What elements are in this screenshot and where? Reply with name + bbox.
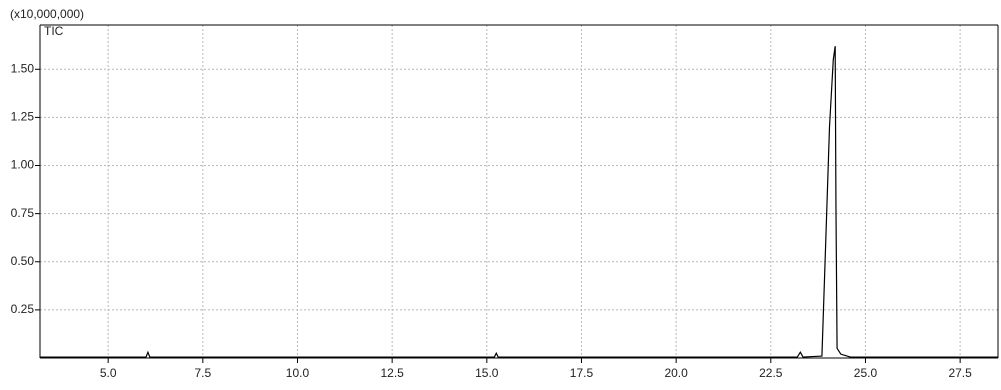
y-tick-label: 0.25 xyxy=(11,302,35,316)
y-unit: (x10,000,000) xyxy=(10,7,84,21)
x-tick-label: 7.5 xyxy=(194,366,211,380)
x-tick-label: 5.0 xyxy=(100,366,117,380)
x-tick-label: 25.0 xyxy=(854,366,878,380)
x-tick-label: 20.0 xyxy=(664,366,688,380)
x-tick-label: 27.5 xyxy=(948,366,972,380)
chart-title: TIC xyxy=(44,24,64,38)
y-tick-label: 1.50 xyxy=(11,61,35,75)
chart: (x10,000,000) TIC 5.0 7.5 10.0 12.5 15.0 17.5… xyxy=(0,0,1001,390)
x-tick-label: 17.5 xyxy=(570,366,594,380)
y-tick-label: 1.00 xyxy=(11,158,35,172)
x-tick-label: 12.5 xyxy=(380,366,404,380)
y-tick-label: 0.75 xyxy=(11,206,35,220)
y-tick-label: 0.50 xyxy=(11,254,35,268)
x-tick-label: 22.5 xyxy=(759,366,783,380)
x-tick-label: 10.0 xyxy=(286,366,310,380)
y-tick-label: 1.25 xyxy=(11,110,35,124)
x-tick-label: 15.0 xyxy=(475,366,499,380)
data-line xyxy=(40,46,998,357)
